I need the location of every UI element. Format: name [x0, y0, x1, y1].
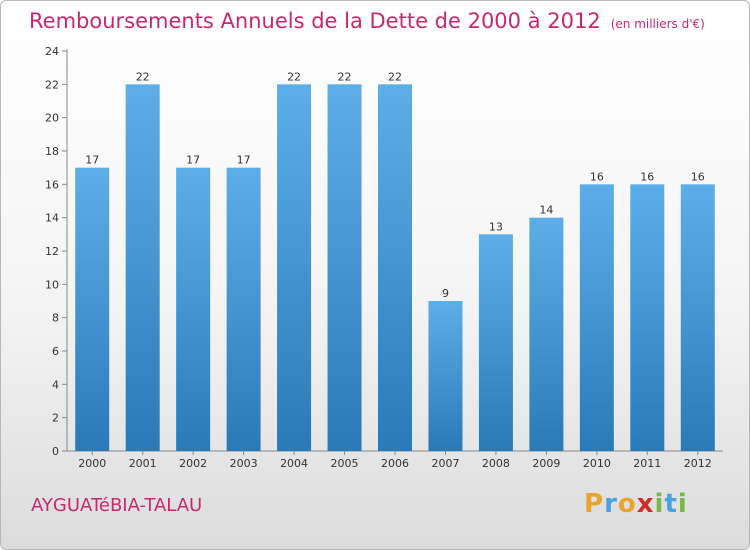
- x-tick-label-2002: 2002: [179, 457, 207, 470]
- data-label-2002: 17: [186, 154, 200, 167]
- bar-2005: [327, 84, 362, 451]
- x-tick-label-2004: 2004: [280, 457, 308, 470]
- data-label-2008: 13: [489, 220, 503, 233]
- bar-2009: [529, 217, 564, 451]
- data-label-2006: 22: [388, 70, 402, 83]
- y-tick-label: 0: [52, 445, 59, 458]
- chart-title-text: Remboursements Annuels de la Dette de 20…: [29, 9, 601, 33]
- y-tick-label: 8: [52, 312, 59, 325]
- bar-2002: [176, 167, 211, 451]
- x-tick-label-2006: 2006: [381, 457, 409, 470]
- location-name: AYGUATéBIA-TALAU: [31, 495, 203, 516]
- data-label-2012: 16: [691, 170, 705, 183]
- y-tick-label: 18: [45, 145, 59, 158]
- y-tick-label: 16: [45, 178, 59, 191]
- y-tick-label: 6: [52, 345, 59, 358]
- data-label-2005: 22: [338, 70, 352, 83]
- y-tick-label: 10: [45, 278, 59, 291]
- logo-letter: r: [604, 489, 618, 519]
- bar-2004: [277, 84, 312, 451]
- data-label-2000: 17: [85, 154, 99, 167]
- x-tick-label-2010: 2010: [583, 457, 611, 470]
- data-label-2011: 16: [640, 170, 654, 183]
- chart-subtitle: (en milliers d'€): [610, 17, 705, 31]
- logo-letter: o: [617, 489, 637, 519]
- x-tick-label-2011: 2011: [633, 457, 661, 470]
- x-tick-label-2007: 2007: [431, 457, 459, 470]
- x-tick-label-2001: 2001: [129, 457, 157, 470]
- proxiti-logo: Proxiti: [584, 489, 688, 519]
- bar-2001: [125, 84, 160, 451]
- bar-2010: [579, 184, 614, 452]
- x-tick-label-2008: 2008: [482, 457, 510, 470]
- bar-2011: [630, 184, 665, 452]
- y-tick-label: 20: [45, 112, 59, 125]
- logo-letter: t: [664, 489, 678, 519]
- data-label-2004: 22: [287, 70, 301, 83]
- x-tick-label-2012: 2012: [684, 457, 712, 470]
- bar-2008: [478, 234, 513, 451]
- logo-letter: x: [636, 489, 655, 519]
- y-tick-label: 4: [52, 378, 59, 391]
- y-tick-label: 14: [45, 212, 59, 225]
- data-label-2001: 22: [136, 70, 150, 83]
- x-tick-label-2003: 2003: [230, 457, 258, 470]
- x-tick-label-2009: 2009: [532, 457, 560, 470]
- logo-letter: P: [584, 489, 605, 519]
- logo-letter: i: [677, 489, 688, 519]
- x-tick-label-2000: 2000: [78, 457, 106, 470]
- y-tick-label: 22: [45, 78, 59, 91]
- chart-title: Remboursements Annuels de la Dette de 20…: [29, 9, 705, 33]
- logo-letter: i: [654, 489, 665, 519]
- bar-2006: [378, 84, 412, 451]
- bar-2000: [75, 167, 110, 451]
- bar-2003: [226, 167, 261, 451]
- y-tick-label: 2: [52, 412, 59, 425]
- data-label-2009: 14: [539, 204, 553, 217]
- data-label-2007: 9: [442, 287, 449, 300]
- y-tick-label: 12: [45, 245, 59, 258]
- x-tick-label-2005: 2005: [331, 457, 359, 470]
- data-label-2010: 16: [590, 170, 604, 183]
- data-label-2003: 17: [237, 154, 251, 167]
- y-tick-label: 24: [45, 45, 59, 58]
- bar-2007: [428, 301, 463, 451]
- bar-2012: [680, 184, 715, 452]
